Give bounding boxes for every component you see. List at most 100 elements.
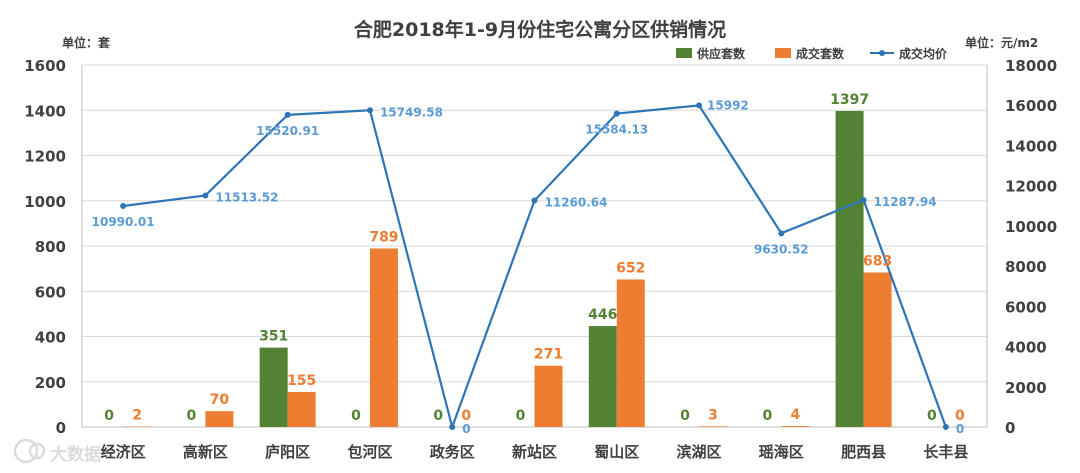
right-tick-label: 16000 [1005,97,1057,115]
price-point [942,424,949,430]
sold-bar [781,426,810,427]
right-tick-label: 10000 [1005,218,1057,236]
left-tick-label: 400 [35,329,66,347]
price-data-label: 15584.13 [585,123,648,137]
bar-layer [123,110,892,428]
sold-bar [369,248,398,427]
supply-bar [588,326,617,427]
category-label: 包河区 [347,443,392,461]
right-tick-label: 12000 [1005,178,1057,196]
supply-data-label: 446 [588,307,617,323]
left-tick-label: 1600 [24,57,66,75]
category-label: 新站区 [512,443,557,461]
watermark-logo-icon [13,438,39,464]
legend-price-marker [879,50,885,56]
price-data-label: 9630.52 [754,242,809,256]
right-tick-label: 6000 [1005,298,1047,316]
category-label: 政务区 [430,443,475,461]
left-axis-unit: 单位：套 [62,35,111,50]
price-point [531,197,538,204]
sold-bar [287,391,316,427]
chart-title: 合肥2018年1-9月份住宅公寓分区供销情况 [354,18,726,41]
sold-data-label: 70 [210,392,230,408]
legend: 供应套数 成交套数 成交均价 [676,46,948,61]
right-tick-label: 0 [1005,419,1015,437]
category-label: 蜀山区 [594,443,639,461]
sold-data-label: 271 [534,347,563,363]
sold-data-label: 0 [461,408,471,424]
price-data-label: 10990.01 [92,215,155,229]
left-tick-label: 1400 [24,102,66,120]
price-data-label: 0 [956,422,964,436]
sold-data-label: 789 [369,229,398,245]
sold-data-label: 2 [132,408,142,424]
category-label: 滨湖区 [677,443,722,461]
price-point [284,111,291,118]
left-tick-label: 600 [35,283,66,301]
supply-data-label: 0 [927,408,937,424]
watermark-logo-dot-icon [28,442,46,460]
right-axis-unit: 单位：元/m2 [965,35,1038,50]
price-point [449,424,456,430]
category-label: 经济区 [101,443,146,461]
supply-data-label: 1397 [830,92,869,108]
sold-bar [616,279,645,427]
sold-data-label: 155 [287,373,316,389]
sold-data-label: 4 [790,407,800,423]
supply-data-label: 0 [433,408,443,424]
right-tick-label: 4000 [1005,339,1047,357]
price-data-label: 15749.58 [380,105,443,119]
supply-data-label: 0 [351,408,361,424]
price-data-label: 0 [462,422,470,436]
price-point [366,107,373,114]
price-point [120,202,127,209]
left-tick-label: 200 [35,374,66,392]
sold-bar [863,272,892,427]
price-point [613,110,620,117]
category-label: 庐阳区 [265,443,310,461]
price-point [696,102,703,109]
left-tick-label: 1200 [24,148,66,166]
supply-data-label: 0 [516,408,526,424]
grid-layer [82,64,987,383]
legend-price-label: 成交均价 [899,46,948,61]
price-data-label: 11287.94 [874,195,937,209]
line-layer [120,102,949,431]
left-tick-label: 0 [56,419,66,437]
sold-bar [205,411,234,427]
left-tick-label: 1000 [24,193,66,211]
price-point [202,192,209,199]
supply-data-label: 0 [762,408,772,424]
right-tick-label: 18000 [1005,57,1057,75]
price-data-label: 11260.64 [545,196,608,210]
price-data-label: 15992 [707,98,749,112]
supply-bar [835,110,864,428]
right-tick-label: 14000 [1005,137,1057,155]
legend-supply-swatch [676,48,692,58]
axis-layer: 0200400600800100012001400160002000400060… [24,57,1057,461]
price-point [778,230,785,237]
supply-data-label: 351 [259,329,288,345]
left-tick-label: 800 [35,238,66,256]
legend-supply-label: 供应套数 [696,46,746,61]
category-label: 长丰县 [923,443,968,461]
sold-data-label: 0 [955,408,965,424]
right-tick-label: 2000 [1005,379,1047,397]
supply-data-label: 0 [680,408,690,424]
legend-sold-label: 成交套数 [796,46,845,61]
legend-sold-swatch [775,48,791,58]
watermark-text: 大数据 [50,444,101,465]
right-tick-label: 8000 [1005,258,1047,276]
supply-data-label: 0 [104,408,114,424]
price-data-label: 15520.91 [256,124,319,138]
watermark: 大数据 [13,438,101,465]
supply-data-label: 0 [187,408,197,424]
supply-bar [259,347,288,427]
sold-bar [534,365,563,427]
price-data-label: 11513.52 [215,190,278,204]
sold-data-label: 683 [863,253,892,269]
sold-bar [699,426,728,427]
category-label: 瑶海区 [759,443,804,461]
